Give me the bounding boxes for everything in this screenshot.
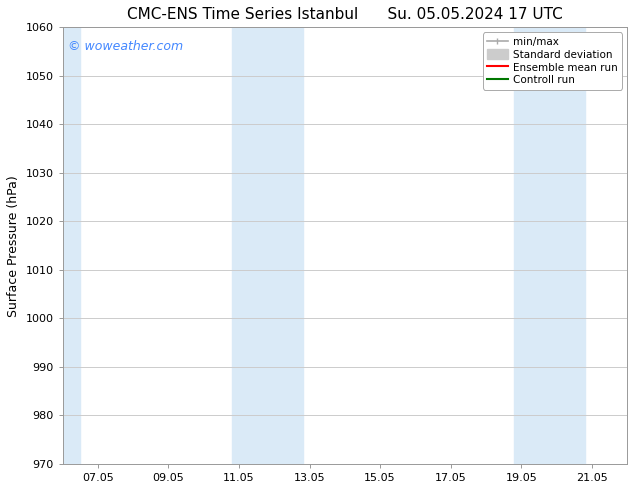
Title: CMC-ENS Time Series Istanbul      Su. 05.05.2024 17 UTC: CMC-ENS Time Series Istanbul Su. 05.05.2… [127, 7, 563, 22]
Bar [514, 27, 585, 464]
Legend: min/max, Standard deviation, Ensemble mean run, Controll run: min/max, Standard deviation, Ensemble me… [482, 32, 622, 90]
Text: © woweather.com: © woweather.com [68, 40, 183, 53]
Bar [63, 27, 81, 464]
Y-axis label: Surface Pressure (hPa): Surface Pressure (hPa) [7, 175, 20, 317]
Bar [232, 27, 302, 464]
